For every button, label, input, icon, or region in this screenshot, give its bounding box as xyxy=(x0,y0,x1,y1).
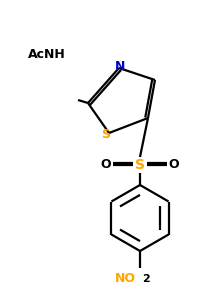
Text: O: O xyxy=(101,159,111,171)
Text: S: S xyxy=(101,127,111,141)
Text: NO: NO xyxy=(115,272,136,285)
Text: AcNH: AcNH xyxy=(28,49,66,62)
Text: S: S xyxy=(135,158,145,172)
Text: O: O xyxy=(169,159,179,171)
Text: N: N xyxy=(115,60,125,74)
Text: 2: 2 xyxy=(142,274,150,284)
